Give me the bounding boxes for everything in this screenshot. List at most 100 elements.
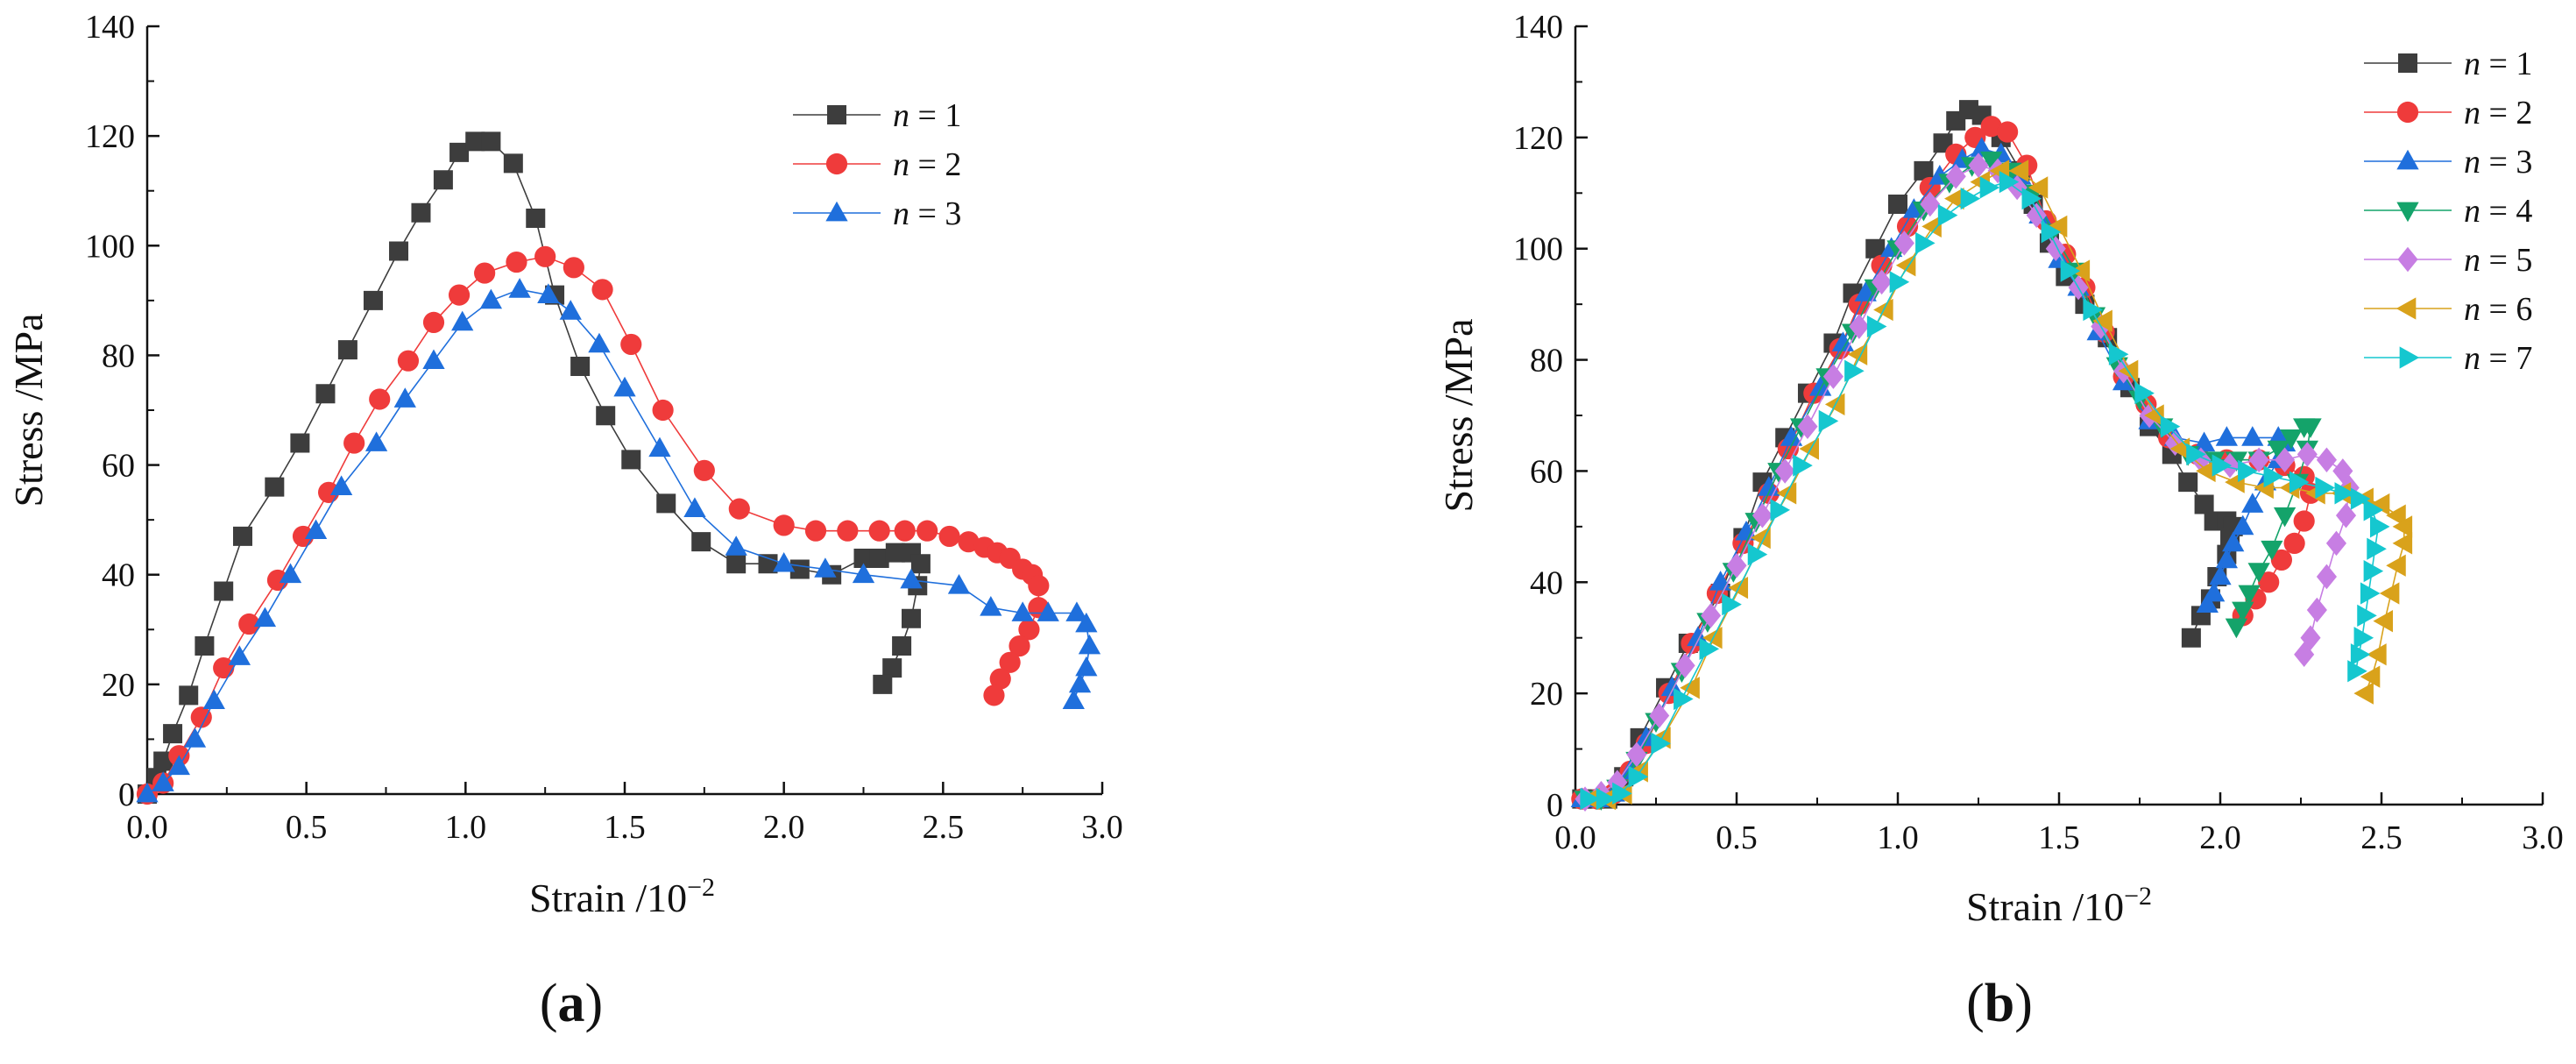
data-point — [265, 477, 285, 497]
data-point — [1980, 116, 2002, 138]
data-point — [195, 636, 215, 656]
chart-panel-a: 0.0 0.5 1.0 1.5 2.0 2.5 3.0 0 20 40 60 80 100 120 140 S… — [6, 9, 1123, 1033]
data-point — [2367, 643, 2387, 666]
data-point — [179, 685, 199, 706]
data-point — [318, 481, 340, 503]
data-point — [1915, 231, 1936, 255]
data-point — [2347, 660, 2367, 683]
panel-label: (a) — [540, 974, 603, 1033]
data-point — [989, 668, 1011, 690]
data-point — [279, 563, 302, 584]
data-point — [2215, 548, 2239, 569]
data-point — [853, 548, 874, 568]
data-point — [804, 520, 827, 542]
data-point — [2275, 447, 2296, 473]
x-tick-label: 0.0 — [1554, 819, 1596, 856]
panel-label-open: ( — [1966, 974, 1985, 1033]
data-point — [2360, 582, 2381, 605]
data-point — [1818, 409, 1839, 432]
data-point — [1612, 782, 1632, 805]
data-point — [563, 257, 584, 279]
x-tick-label: 1.0 — [445, 809, 487, 846]
x-tick-label: 1.0 — [1877, 819, 1919, 856]
x-tick-label: 3.0 — [1081, 809, 1123, 846]
data-point — [1895, 254, 1916, 277]
data-point — [900, 568, 923, 589]
data-point — [363, 290, 383, 310]
data-point — [1937, 204, 1958, 227]
data-point — [947, 574, 971, 594]
data-point — [1920, 191, 1941, 217]
data-point — [1674, 653, 1695, 678]
data-point — [290, 433, 310, 453]
data-point — [1037, 601, 1059, 621]
data-point — [337, 340, 357, 360]
data-point — [869, 548, 889, 568]
data-point — [214, 581, 234, 601]
legend-symbol: n — [2464, 340, 2480, 377]
data-point — [1793, 454, 1813, 477]
data-point — [474, 262, 496, 284]
series-6 — [1580, 160, 2413, 811]
data-point — [2306, 597, 2327, 623]
data-point — [2008, 160, 2029, 182]
data-point — [814, 557, 837, 578]
data-point — [1847, 343, 1868, 365]
data-point — [648, 436, 671, 458]
data-point — [559, 300, 582, 320]
legend-value: = 3 — [909, 195, 961, 232]
data-point — [534, 245, 556, 267]
data-point — [2181, 628, 2201, 648]
data-point — [1780, 426, 1803, 446]
data-point — [2350, 487, 2371, 510]
data-point — [873, 674, 893, 694]
y-axis-label: Stress /MPa — [1436, 318, 1481, 512]
data-point — [228, 645, 251, 665]
data-point — [422, 311, 445, 333]
data-point — [728, 498, 750, 520]
data-point — [1018, 619, 1040, 641]
data-point — [2392, 532, 2413, 555]
data-point — [2315, 476, 2335, 500]
data-point — [2357, 604, 2377, 627]
data-point — [1888, 194, 1907, 214]
data-point — [1078, 634, 1101, 655]
data-point — [1626, 741, 1647, 768]
y-tick-label: 120 — [85, 118, 135, 155]
data-point — [2232, 601, 2254, 622]
data-point — [2060, 259, 2081, 282]
data-point — [1960, 187, 1981, 210]
data-point — [2379, 582, 2400, 605]
data-point — [773, 552, 796, 572]
legend-label: n = 3 — [893, 195, 961, 232]
y-tick-label: 120 — [1513, 120, 1563, 157]
y-tick-label: 20 — [1530, 676, 1563, 713]
data-point — [136, 782, 159, 803]
data-point — [1011, 601, 1034, 621]
data-point — [916, 520, 938, 542]
legend-value: = 7 — [2480, 340, 2532, 377]
x-tick-label: 0.0 — [126, 809, 168, 846]
y-tick-label: 140 — [1513, 9, 1563, 46]
data-point — [868, 520, 890, 542]
legend-item: n = 5 — [2364, 242, 2532, 279]
data-point — [2006, 174, 2028, 201]
data-point — [304, 519, 328, 540]
data-point — [999, 651, 1021, 673]
data-point — [725, 536, 747, 556]
data-point — [2316, 564, 2337, 590]
legend-item: n = 4 — [2364, 193, 2532, 230]
x-tick-label: 1.5 — [604, 809, 646, 846]
x-tick-label: 2.5 — [2360, 819, 2403, 856]
panel-label-letter: b — [1985, 974, 2014, 1033]
data-point — [2241, 426, 2264, 446]
data-point — [369, 388, 391, 410]
data-point — [2026, 202, 2047, 228]
legend-symbol: n — [2464, 193, 2480, 230]
data-point — [1893, 231, 1914, 256]
data-point — [2092, 309, 2112, 332]
data-point — [2386, 554, 2406, 577]
data-point — [773, 514, 795, 536]
legend-marker — [2397, 246, 2418, 273]
